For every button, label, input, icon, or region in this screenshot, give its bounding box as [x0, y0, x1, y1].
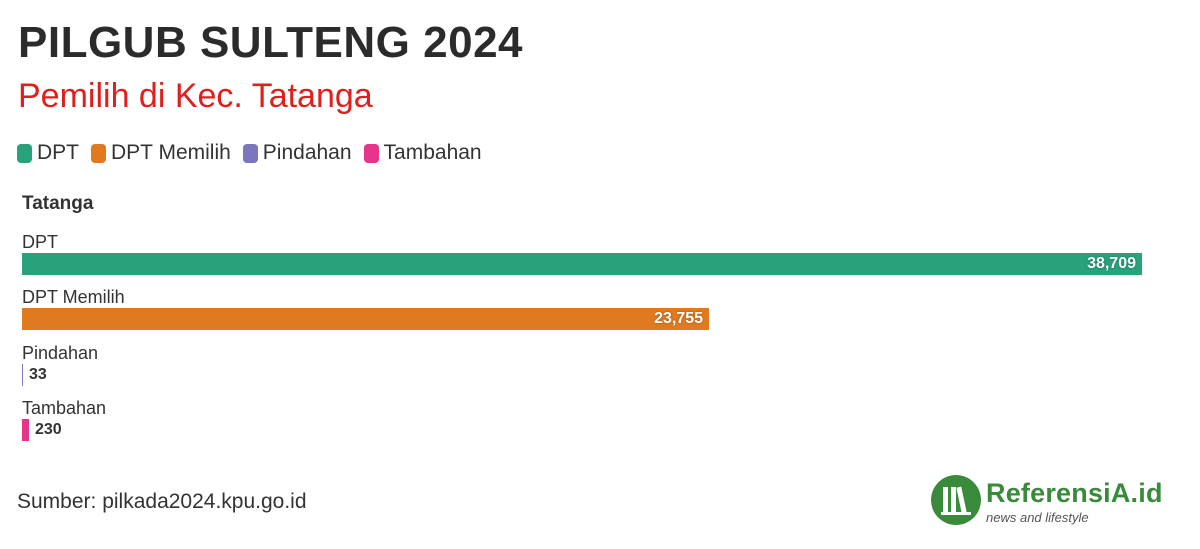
bar-dpt-memilih: [22, 308, 709, 330]
brand-logo: ReferensiA.id news and lifestyle: [930, 474, 1190, 530]
chart-subtitle: Pemilih di Kec. Tatanga: [18, 77, 373, 115]
bar-value-label: 230: [35, 421, 62, 438]
bar-row-dpt-memilih: DPT Memilih 23,755: [22, 287, 1162, 333]
logo-name: ReferensiA.id: [986, 478, 1163, 508]
bar-pindahan: [22, 364, 23, 386]
bar-value-label: 38,709: [1087, 255, 1136, 272]
legend-swatch-pindahan: [242, 143, 258, 163]
legend-label-pindahan: Pindahan: [262, 141, 352, 164]
bar-row-tambahan: Tambahan 230: [22, 398, 1162, 444]
logo-book-icon: [931, 475, 981, 525]
legend-label-tambahan: Tambahan: [383, 141, 482, 164]
bar-category-label: DPT Memilih: [22, 287, 125, 307]
legend-item-pindahan: Pindahan: [242, 141, 352, 165]
bar-tambahan: [22, 419, 29, 441]
group-label: Tatanga: [22, 193, 94, 214]
legend-item-dpt: DPT: [17, 141, 79, 165]
bar-value-label: 33: [29, 366, 47, 383]
legend: DPT DPT Memilih Pindahan Tambahan: [17, 141, 482, 165]
source-note: Sumber: pilkada2024.kpu.go.id: [17, 490, 307, 513]
logo-tagline: news and lifestyle: [986, 510, 1089, 525]
bar-category-label: Tambahan: [22, 398, 107, 418]
legend-item-tambahan: Tambahan: [363, 141, 482, 165]
legend-swatch-dpt-memilih: [91, 143, 106, 163]
bar-category-label: DPT: [22, 232, 58, 252]
bar-category-label: Pindahan: [22, 343, 99, 363]
legend-label-dpt: DPT: [37, 141, 79, 164]
legend-swatch-tambahan: [363, 143, 379, 163]
legend-swatch-dpt: [17, 143, 32, 163]
bar-row-dpt: DPT 38,709: [22, 232, 1162, 278]
chart-title: PILGUB SULTENG 2024: [18, 18, 524, 67]
bar-value-label: 23,755: [654, 310, 703, 327]
bar-row-pindahan: Pindahan 33: [22, 343, 1162, 389]
legend-label-dpt-memilih: DPT Memilih: [111, 141, 231, 164]
bar-dpt: [22, 253, 1142, 275]
legend-item-dpt-memilih: DPT Memilih: [91, 141, 231, 165]
